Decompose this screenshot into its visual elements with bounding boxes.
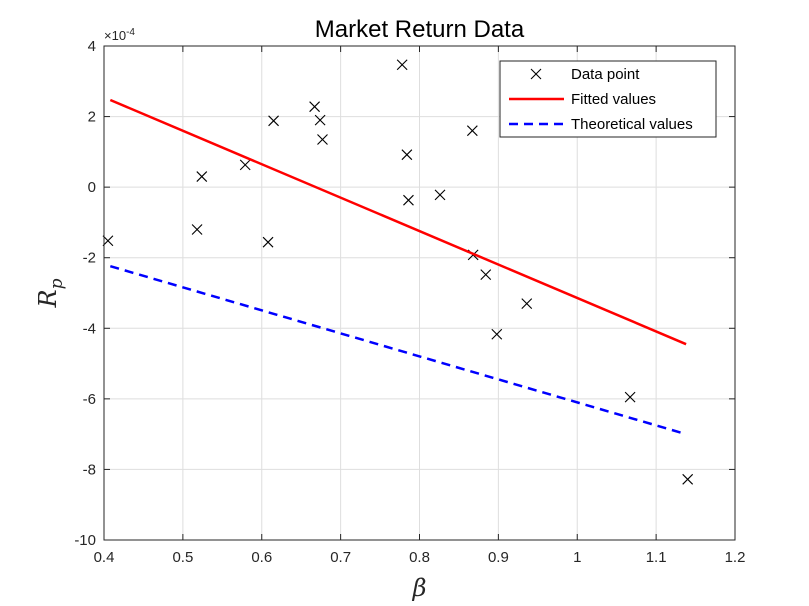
legend-item-theoretical-values: Theoretical values	[509, 116, 693, 133]
data-point-marker	[317, 134, 328, 145]
y-tick-label: 2	[88, 109, 96, 126]
x-axis-ticks: 0.4 0.5 0.6 0.7 0.8 0.9 1 1.1 1.2	[94, 46, 746, 566]
legend-marker-x	[530, 68, 542, 80]
x-axis-label: β	[412, 574, 427, 602]
y-axis-label: Rp	[34, 278, 67, 308]
legend-label-data-point: Data point	[571, 66, 640, 83]
x-tick-label: 1.1	[646, 549, 667, 566]
legend-item-data-point: Data point	[530, 66, 640, 83]
data-point-marker	[191, 224, 203, 235]
data-point-marker	[403, 194, 414, 206]
x-tick-label: 1	[573, 549, 581, 566]
data-point-marker	[466, 125, 478, 137]
y-exponent-label: ×10-4	[104, 27, 135, 43]
x-tick-label: 0.8	[409, 549, 430, 566]
legend-item-fitted-values: Fitted values	[509, 91, 656, 108]
series-line-theoretical-values	[109, 264, 687, 436]
y-tick-label: -10	[74, 532, 96, 549]
data-point-marker	[196, 171, 208, 182]
x-tick-label: 0.4	[94, 549, 115, 566]
data-point-marker	[624, 391, 636, 403]
data-point-marker	[521, 298, 533, 309]
data-point-marker	[401, 149, 413, 161]
x-tick-label: 0.5	[172, 549, 193, 566]
data-point-marker	[434, 189, 446, 201]
legend-label-theoretical-values: Theoretical values	[571, 116, 693, 133]
data-point-marker	[480, 269, 492, 281]
svg-text:Rp: Rp	[34, 278, 67, 308]
chart-title: Market Return Data	[315, 16, 525, 43]
x-tick-label: 0.6	[251, 549, 272, 566]
x-tick-label: 0.9	[488, 549, 509, 566]
data-point-marker	[239, 159, 251, 171]
y-tick-label: -4	[83, 320, 96, 337]
y-tick-label: -2	[83, 250, 96, 267]
data-point-marker	[491, 328, 503, 340]
y-axis-label-main: R	[34, 289, 62, 308]
y-tick-label: 0	[88, 179, 96, 196]
series-line-fitted-values	[109, 98, 687, 346]
y-tick-label: -8	[83, 461, 96, 478]
legend: Data point Fitted values Theoretical val…	[499, 60, 717, 138]
y-tick-label: -6	[83, 391, 96, 408]
data-point-marker	[682, 473, 694, 485]
y-axis-ticks: 4 2 0 -2 -4 -6 -8 -10	[74, 38, 735, 549]
data-point-marker	[396, 59, 408, 71]
y-axis-label-sub: p	[47, 278, 67, 289]
x-tick-label: 0.7	[330, 549, 351, 566]
series-layer	[102, 59, 694, 485]
x-tick-label: 1.2	[725, 549, 746, 566]
data-point-marker	[102, 235, 114, 247]
legend-label-fitted-values: Fitted values	[571, 91, 656, 108]
y-tick-label: 4	[88, 38, 96, 55]
data-point-marker	[262, 236, 274, 248]
data-point-marker	[268, 115, 279, 127]
data-point-marker	[314, 114, 326, 126]
data-point-marker	[309, 101, 320, 113]
